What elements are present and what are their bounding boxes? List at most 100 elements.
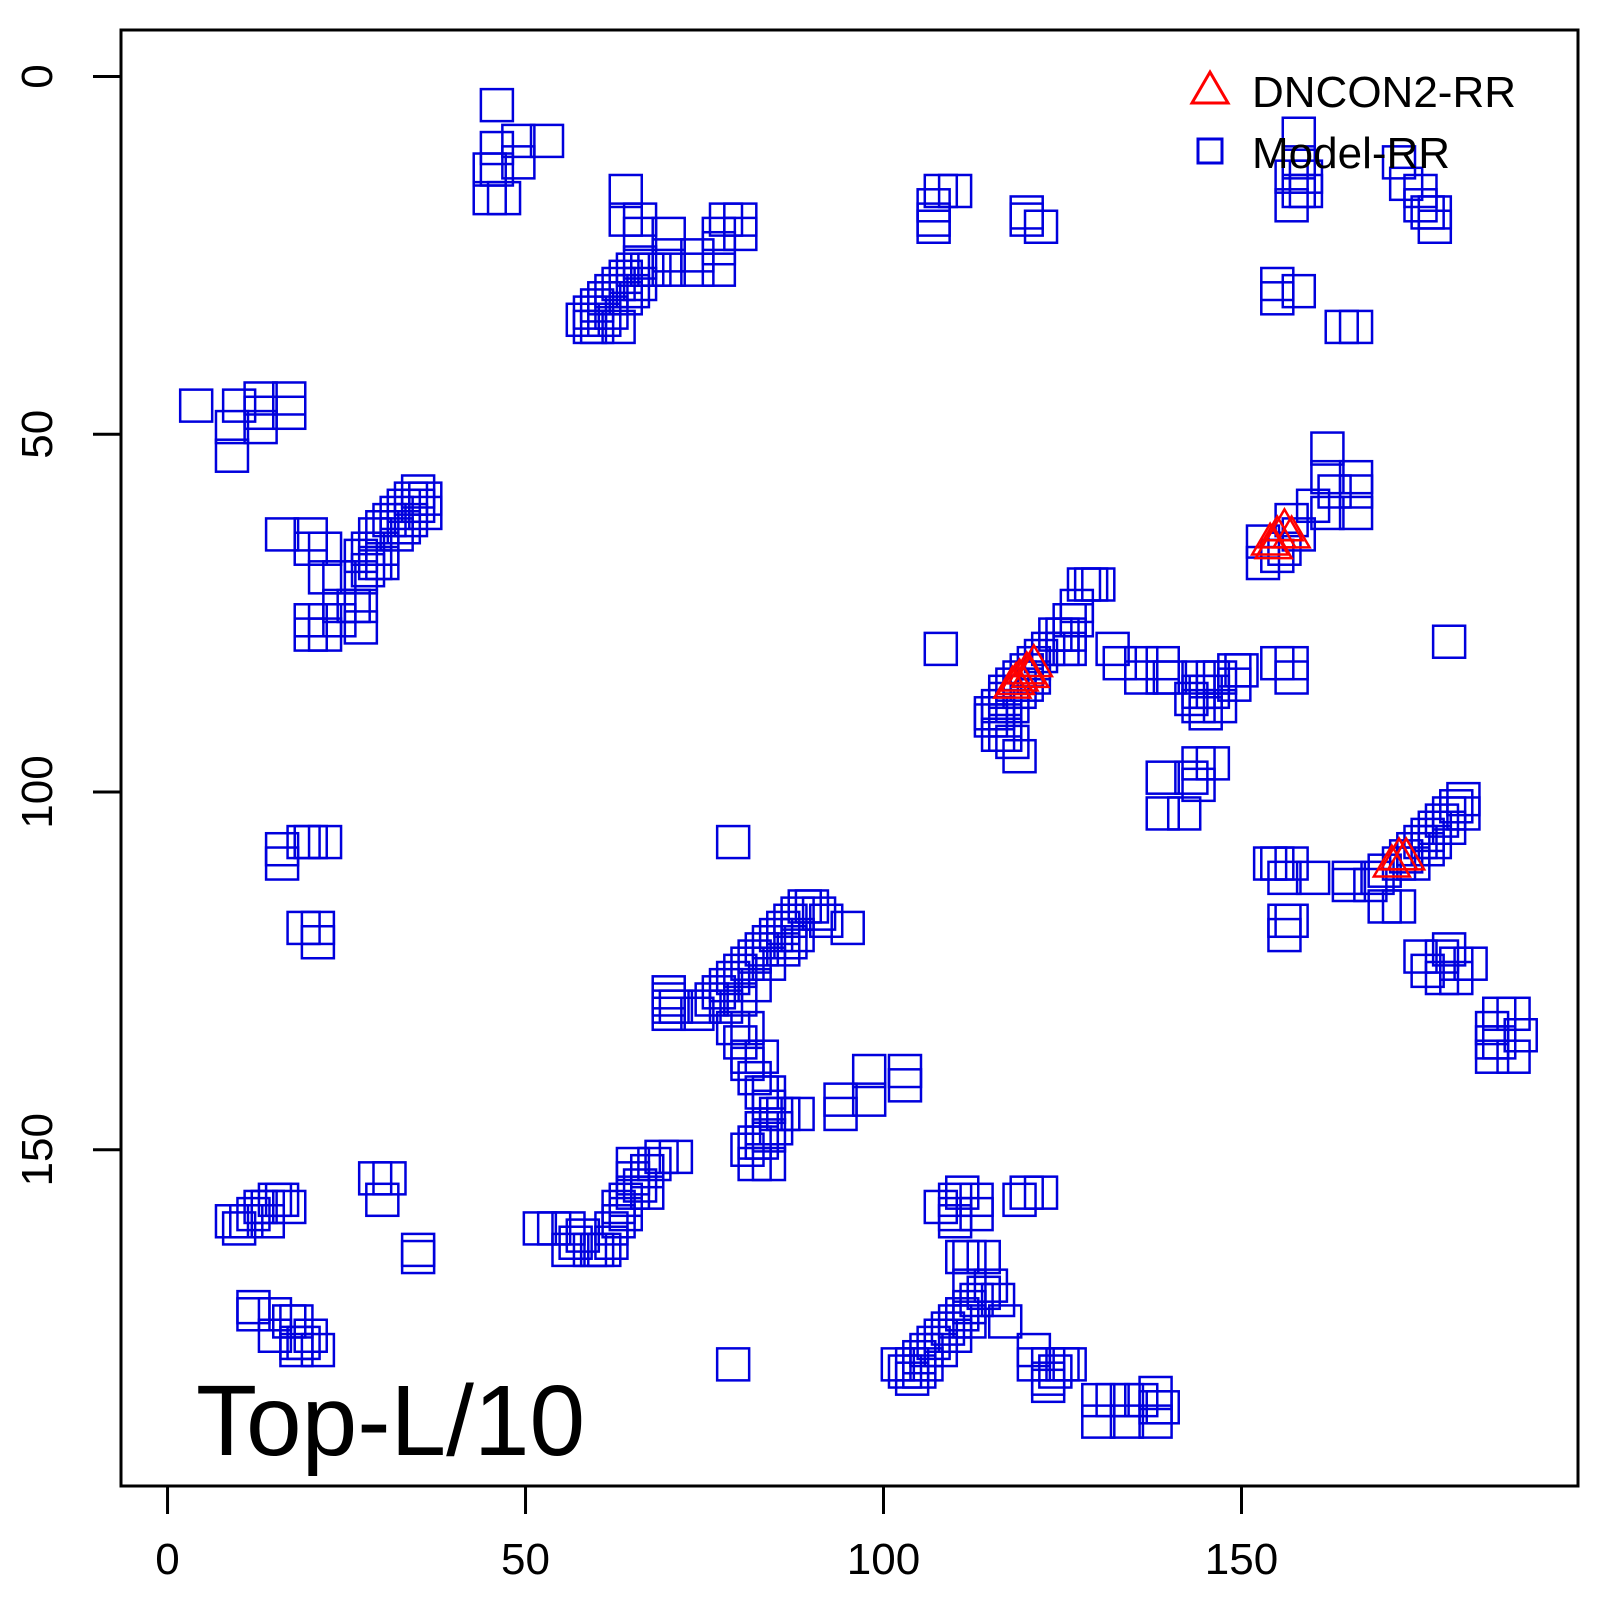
model-rr-point (959, 1182, 994, 1218)
model-rr-point (1260, 538, 1295, 574)
model-rr-point (229, 1204, 264, 1239)
model-rr-point (243, 1189, 278, 1225)
model-rr-point (823, 1082, 858, 1117)
model-rr-point (579, 309, 615, 345)
model-rr-point (1353, 867, 1388, 903)
model-rr-point (923, 173, 959, 209)
model-rr-point (973, 696, 1009, 731)
model-rr-point (1310, 495, 1345, 531)
model-rr-point (1217, 667, 1252, 702)
model-rr-point (372, 1161, 407, 1196)
model-rr-point (701, 252, 737, 287)
model-rr-point (279, 1325, 314, 1361)
dncon2-rr-point (1371, 843, 1413, 878)
model-rr-point (393, 481, 429, 516)
model-rr-point (1195, 674, 1231, 710)
model-rr-point (1410, 953, 1445, 989)
model-rr-point (1410, 817, 1445, 853)
model-rr-point (236, 1196, 271, 1232)
model-rr-point (737, 967, 772, 1003)
model-rr-point (1023, 209, 1059, 245)
model-rr-point (937, 1318, 973, 1353)
model-rr-point (279, 1332, 314, 1368)
model-rr-point (1252, 846, 1288, 881)
dncon2-rr-point (1385, 836, 1427, 871)
model-rr-point (629, 1153, 665, 1189)
model-rr-point (594, 1225, 629, 1260)
model-rr-point (1081, 1382, 1116, 1418)
model-rr-point (937, 1304, 973, 1339)
model-rr-point (730, 946, 765, 981)
model-rr-point (1174, 681, 1209, 717)
model-rr-point (286, 910, 321, 946)
model-rr-point (644, 1139, 679, 1175)
model-rr-point (1417, 824, 1453, 860)
legend: DNCON2-RR Model-RR (1189, 68, 1516, 178)
model-rr-point (336, 588, 371, 624)
model-rr-point (952, 1239, 987, 1275)
legend-marker-dncon2-rr (1189, 69, 1231, 105)
model-rr-point (1145, 660, 1180, 695)
model-rr-point (937, 1204, 973, 1239)
model-rr-point (909, 1332, 944, 1368)
model-rr-point (1317, 474, 1352, 509)
model-rr-point (801, 896, 837, 931)
model-rr-point (1145, 760, 1180, 795)
model-rr-point (909, 1347, 944, 1382)
model-rr-point (758, 917, 794, 953)
model-rr-point (1439, 960, 1474, 996)
model-rr-point (1045, 617, 1080, 652)
model-rr-point (1338, 495, 1374, 531)
model-rr-point (1267, 860, 1302, 896)
model-rr-point (1439, 789, 1474, 824)
model-rr-point (1009, 1175, 1044, 1210)
model-rr-point (1030, 1347, 1066, 1382)
model-rr-point (379, 517, 414, 552)
model-rr-point (1431, 624, 1467, 659)
model-rr-point (1030, 1368, 1066, 1404)
model-rr-point (1188, 696, 1223, 731)
model-rr-point (723, 982, 758, 1017)
model-rr-point (307, 560, 343, 595)
model-rr-point (501, 123, 536, 159)
model-rr-point (236, 1289, 271, 1325)
model-rr-point (1202, 688, 1238, 724)
model-rr-point (1145, 796, 1180, 831)
model-rr-point (250, 1189, 286, 1225)
model-rr-point (601, 1189, 636, 1225)
model-rr-point (680, 252, 715, 287)
model-rr-point (694, 982, 729, 1017)
model-rr-point (708, 202, 744, 237)
model-rr-point (214, 438, 250, 473)
dncon2-rr-point (1253, 524, 1294, 560)
model-rr-point (608, 173, 644, 209)
model-rr-point (780, 917, 815, 953)
y-tick-label: 150 (13, 1113, 62, 1186)
model-rr-point (1417, 209, 1453, 245)
dncon2-rr-point (995, 660, 1037, 696)
dncon2-rr-point (1271, 514, 1312, 549)
model-rr-point (651, 216, 686, 252)
model-rr-point (1152, 660, 1188, 695)
y-tick-label: 50 (13, 410, 62, 459)
model-rr-point (1310, 459, 1345, 495)
model-rr-point (730, 1132, 765, 1167)
model-rr-point (343, 588, 379, 624)
model-rr-point (715, 824, 751, 860)
model-rr-point (408, 495, 443, 531)
model-rr-point (400, 474, 436, 509)
dncon2-rr-point (1264, 506, 1305, 542)
model-rr-point (930, 1311, 966, 1346)
model-rr-point (1195, 660, 1231, 695)
model-rr-point (307, 603, 343, 638)
model-rr-point (1260, 645, 1295, 681)
model-rr-point (723, 202, 758, 237)
model-rr-point (737, 939, 772, 974)
model-rr-point (1403, 188, 1438, 223)
model-rr-point (214, 1204, 250, 1239)
model-rr-point (701, 216, 737, 252)
model-rr-point (966, 1275, 1001, 1311)
model-rr-point (1095, 631, 1130, 667)
model-rr-point (916, 202, 951, 237)
model-rr-point (1439, 946, 1474, 981)
